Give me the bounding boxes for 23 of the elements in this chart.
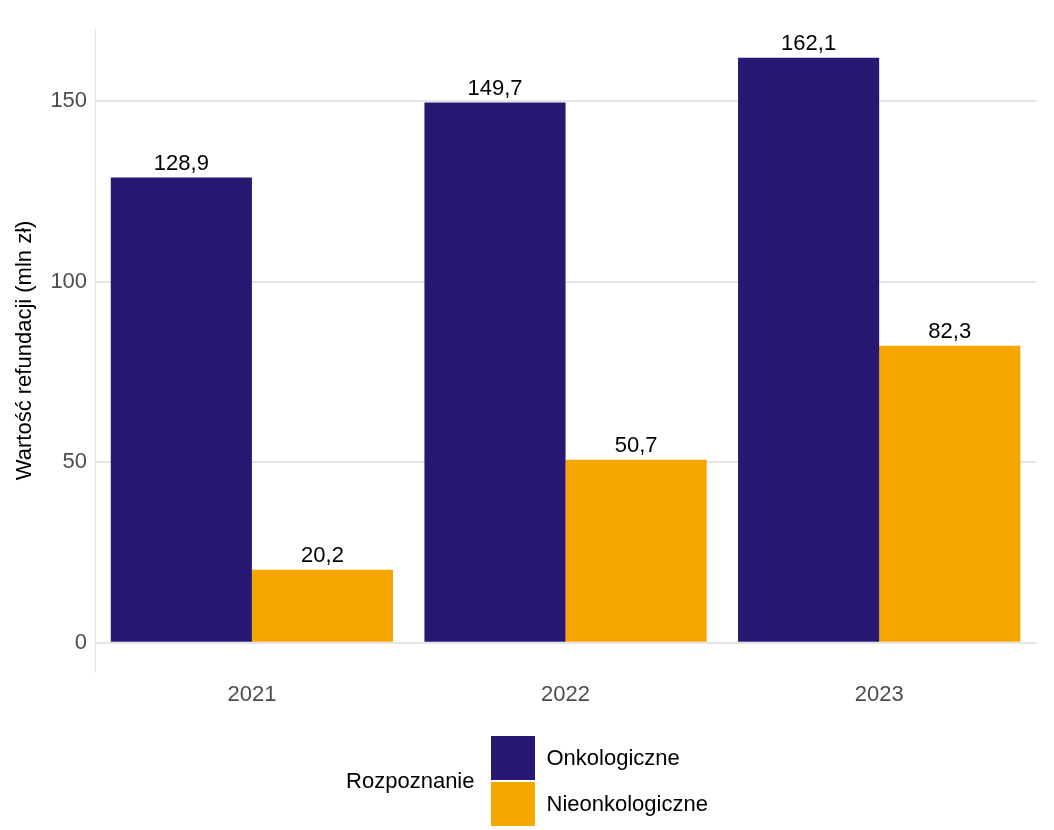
x-tick-label: 2021 (227, 680, 277, 706)
bar (424, 102, 566, 642)
data-label: 149,7 (467, 74, 523, 100)
data-label: 50,7 (614, 431, 658, 457)
data-label: 128,9 (153, 149, 209, 175)
legend-title: Rozpoznanie (346, 768, 475, 794)
y-tick-label: 150 (50, 87, 88, 113)
y-tick-label: 0 (74, 628, 88, 654)
legend-label: Nieonkologiczne (546, 791, 708, 817)
legend-label: Onkologiczne (546, 745, 680, 771)
bar (251, 569, 394, 642)
bar (879, 345, 1021, 642)
bar (565, 459, 707, 642)
data-label: 82,3 (928, 317, 972, 343)
x-tick-label: 2023 (854, 680, 904, 706)
y-tick-label: 100 (50, 267, 88, 293)
data-label: 162,1 (781, 29, 837, 55)
bar (110, 177, 252, 642)
y-tick-label: 50 (62, 448, 88, 474)
bar (738, 57, 880, 642)
data-label: 20,2 (301, 541, 344, 567)
x-tick-label: 2022 (541, 680, 591, 706)
y-axis-title: Wartość refundacji (mln zł) (11, 220, 37, 481)
